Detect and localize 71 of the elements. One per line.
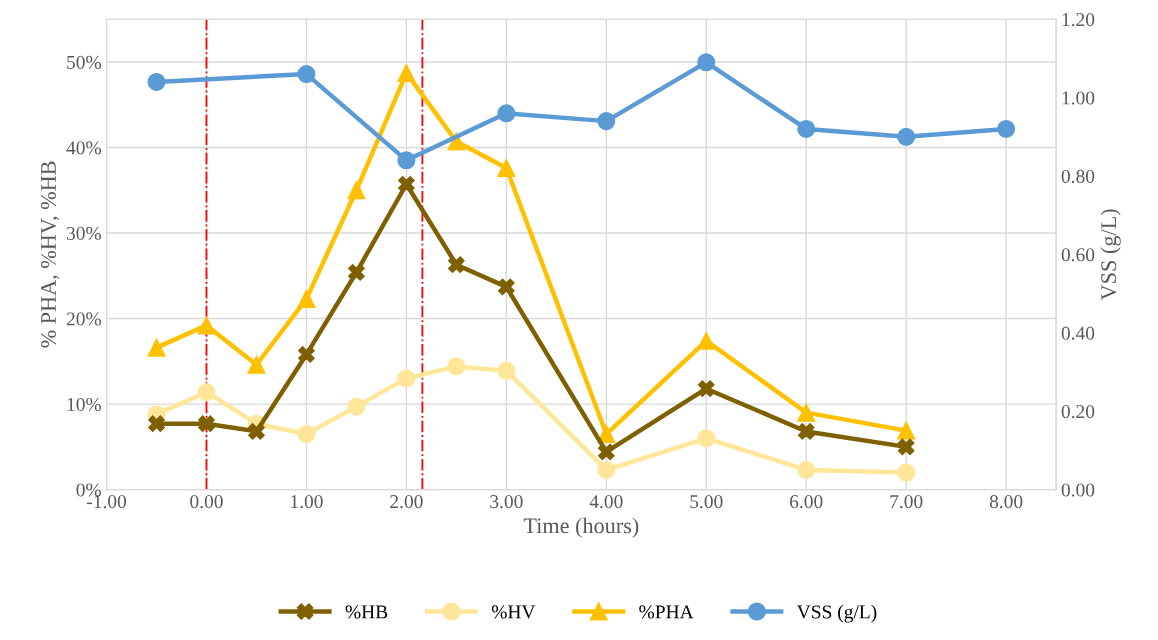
point: [797, 403, 816, 422]
y-axis-title: % PHA, %HV, %HB: [40, 161, 60, 348]
point: [597, 112, 616, 131]
x-tick-label: 5.00: [690, 495, 723, 509]
y2-tick-label: 0.00: [1061, 483, 1095, 497]
point: [347, 181, 366, 200]
point: [797, 119, 816, 138]
y2-tick-label: 1.00: [1062, 91, 1095, 105]
x-tick-label: 8.00: [989, 495, 1023, 509]
point: [797, 423, 815, 440]
point: [397, 151, 416, 170]
point: [397, 369, 416, 388]
y-tick-label: 40%: [66, 141, 102, 155]
point: [697, 331, 716, 350]
x-tick-label: 3.00: [490, 495, 523, 509]
x-tick-label: 1.00: [291, 495, 323, 509]
point: [197, 316, 216, 335]
legend-label: %HV: [491, 605, 536, 619]
legend-label: VSS (g/L): [796, 604, 877, 623]
point: [497, 104, 516, 123]
x-tick-label: 7.00: [890, 495, 923, 509]
x-tick-label: 0.00: [190, 495, 223, 509]
point: [297, 65, 316, 84]
legend-label: %PHA: [639, 605, 694, 619]
point: [247, 355, 266, 374]
x-axis-title: Time (hours): [523, 517, 639, 538]
y2-tick-label: 0.40: [1061, 326, 1095, 340]
y2-tick-label: 0.60: [1061, 248, 1095, 262]
point: [147, 338, 166, 357]
point: [797, 460, 816, 479]
y-tick-label: 30%: [66, 226, 102, 241]
point: [447, 357, 466, 376]
point: [297, 289, 316, 308]
point: [697, 53, 716, 72]
point: [997, 119, 1016, 138]
point: [398, 175, 415, 193]
point: [448, 256, 465, 273]
point: [147, 72, 166, 91]
point: [897, 421, 916, 440]
point: [397, 64, 416, 83]
point: [297, 424, 316, 444]
y2-tick-label: 0.80: [1061, 169, 1095, 184]
y2-tick-label: 1.20: [1062, 13, 1095, 27]
point: [497, 158, 516, 178]
point: [197, 383, 216, 402]
point: [697, 429, 716, 448]
x-tick-label: 6.00: [790, 495, 823, 509]
point: [298, 346, 315, 363]
point: [148, 415, 165, 433]
point: [897, 127, 916, 146]
y2-tick-label: 0.20: [1061, 405, 1095, 419]
y-tick-label: 20%: [66, 312, 102, 326]
y2-axis-title: VSS (g/L): [1100, 209, 1121, 301]
point: [348, 264, 365, 281]
legend-label: %HB: [345, 605, 388, 619]
point: [697, 380, 715, 398]
x-tick-label: -1.00: [87, 495, 127, 509]
y-tick-label: 10%: [67, 397, 102, 412]
point: [597, 443, 615, 461]
point: [897, 463, 916, 482]
y-tick-label: 50%: [67, 55, 102, 69]
x-tick-label: 2.00: [390, 495, 423, 509]
point: [498, 278, 515, 296]
point: [248, 423, 265, 440]
point: [897, 438, 915, 456]
point: [597, 460, 616, 479]
point: [347, 397, 366, 416]
y-tick-label: 0%: [76, 483, 102, 497]
point: [497, 361, 516, 380]
point: [198, 415, 215, 433]
x-tick-label: 4.00: [589, 495, 623, 509]
